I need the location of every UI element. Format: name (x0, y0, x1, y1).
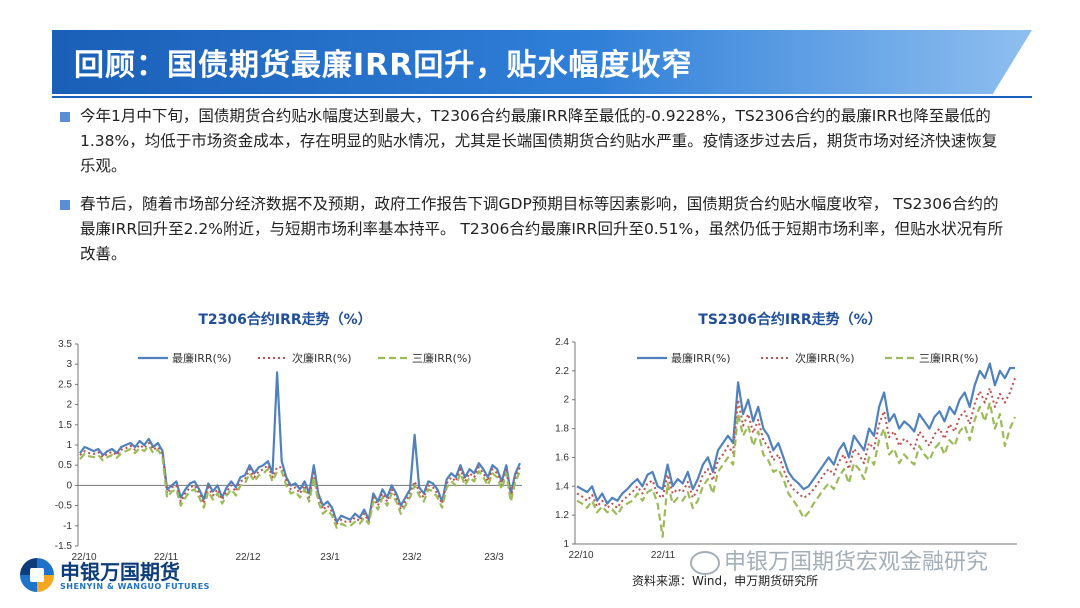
legend-label: 次廉IRR(%) (292, 351, 352, 365)
bullet-square-icon (60, 112, 70, 122)
series-line-2 (576, 401, 1017, 538)
legend-label: 最廉IRR(%) (671, 351, 731, 365)
data-source: 资料来源：Wind，申万期货研究所 (632, 574, 819, 588)
logo-cn-text: 申银万国期货 (60, 560, 180, 584)
series-line-0 (79, 371, 522, 523)
x-tick-label: 22/11 (154, 552, 179, 563)
x-tick-label: 22/10 (71, 552, 96, 563)
y-tick-label: 2.5 (58, 379, 72, 390)
bullet-2-text: 春节后，随着市场部分经济数据不及预期，政府工作报告下调GDP预期目标等因素影响，… (80, 195, 1004, 263)
series-line-0 (576, 362, 1015, 505)
y-tick-label: 2 (66, 400, 72, 411)
chart-ts2306-irr: TS2306合约IRR走势（%）2.42.221.81.61.41.2122/1… (555, 311, 1017, 561)
y-tick-label: 1 (563, 539, 569, 550)
company-logo: 申银万国期货 SHENYIN & WANGUO FUTURES (20, 556, 220, 602)
title-underline (52, 96, 1032, 98)
x-tick-label: 22/11 (651, 550, 676, 561)
legend-label: 三廉IRR(%) (919, 351, 979, 365)
y-tick-label: -0.5 (55, 501, 73, 512)
y-tick-label: 1 (66, 440, 72, 451)
bullet-2: 春节后，随着市场部分经济数据不及预期，政府工作报告下调GDP预期目标等因素影响，… (60, 192, 1010, 267)
series-line-1 (576, 377, 1016, 509)
chart-title: TS2306合约IRR走势（%） (698, 311, 881, 328)
y-tick-label: 2.4 (555, 337, 569, 348)
logo-en-text: SHENYIN & WANGUO FUTURES (60, 582, 210, 591)
series-line-2 (79, 444, 522, 529)
legend-label: 最廉IRR(%) (172, 351, 232, 365)
bullet-1: 今年1月中下旬，国债期货合约贴水幅度达到最大，T2306合约最廉IRR降至最低的… (60, 104, 1010, 179)
y-tick-label: -1 (63, 521, 72, 532)
logo-mark-icon (20, 558, 54, 592)
x-tick-label: 23/1 (320, 552, 340, 563)
legend-label: 三廉IRR(%) (412, 351, 472, 365)
y-tick-label: 3 (66, 359, 72, 370)
y-tick-label: 1.2 (555, 510, 569, 521)
watermark-text: 申银万国期货宏观金融研究 (724, 550, 989, 575)
y-tick-label: 3.5 (58, 339, 72, 350)
legend-label: 次廉IRR(%) (795, 351, 855, 365)
watermark: 申银万国期货宏观金融研究 (690, 544, 988, 576)
y-tick-label: 1.5 (58, 420, 72, 431)
x-tick-label: 23/3 (484, 552, 504, 563)
wechat-icon (690, 551, 720, 575)
y-tick-label: -1.5 (55, 541, 73, 552)
y-tick-label: 1.8 (555, 424, 569, 435)
bullet-square-icon (60, 200, 70, 210)
y-tick-label: 1.6 (555, 452, 569, 463)
y-tick-label: 2.2 (555, 366, 569, 377)
x-tick-label: 23/2 (402, 552, 422, 563)
y-tick-label: 0 (66, 480, 72, 491)
x-tick-label: 22/10 (568, 550, 593, 561)
chart-title: T2306合约IRR走势（%） (198, 311, 371, 328)
title-banner (52, 30, 1032, 94)
chart-t2306-irr: T2306合约IRR走势（%） 3.5 3 2.5 2 1.5 1 0.5 0 -0.5 -1 -1.… (55, 311, 522, 563)
x-tick-label: 22/12 (235, 552, 260, 563)
slide-title: 回顾：国债期货最廉IRR回升，贴水幅度收窄 (74, 48, 693, 83)
y-tick-label: 2 (563, 395, 569, 406)
bullet-1-text: 今年1月中下旬，国债期货合约贴水幅度达到最大，T2306合约最廉IRR降至最低的… (80, 107, 998, 175)
y-tick-label: 0.5 (58, 460, 72, 471)
y-tick-label: 1.4 (555, 481, 569, 492)
